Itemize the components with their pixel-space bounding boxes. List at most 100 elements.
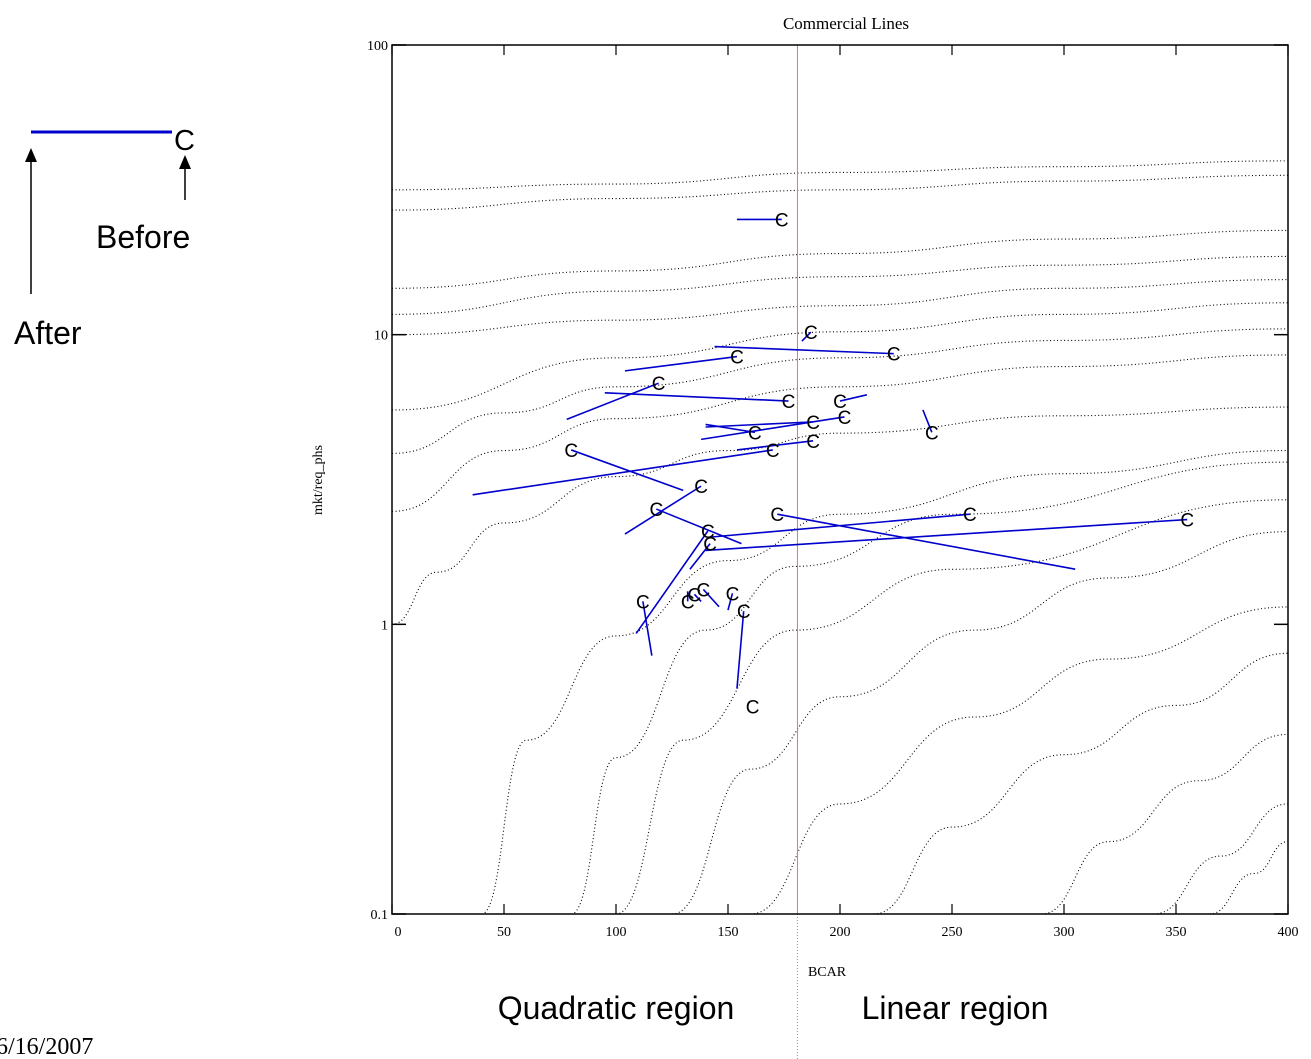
change-segment [710, 513, 970, 538]
x-axis-label: BCAR [808, 965, 847, 980]
x-tick-label: 300 [1054, 925, 1075, 940]
change-segment [566, 382, 659, 421]
reference-curve [391, 229, 1289, 289]
after-label: After [14, 315, 82, 351]
x-tick-label: 150 [718, 925, 739, 940]
before-marker: C [925, 423, 939, 444]
before-marker: C [701, 522, 715, 543]
change-segment [736, 440, 814, 451]
change-segment [705, 423, 756, 434]
change-segment [705, 421, 814, 428]
before-marker: C [746, 698, 760, 719]
before-marker: C [730, 348, 744, 369]
reference-curve [391, 279, 1289, 336]
before-marker: C [649, 500, 663, 521]
reference-curve [615, 499, 1289, 915]
reference-curve [391, 406, 1289, 625]
x-tick-label: 100 [606, 925, 627, 940]
before-marker: C [726, 584, 740, 605]
before-marker: C [887, 345, 901, 366]
before-marker: C [696, 580, 710, 601]
reference-curve [391, 354, 1289, 512]
change-segment [922, 409, 933, 433]
before-label: Before [96, 219, 190, 255]
reference-curve [391, 174, 1289, 211]
change-segment [705, 518, 1188, 552]
x-tick-label: 200 [830, 925, 851, 940]
before-marker: C [652, 374, 666, 395]
before-arrow-head [179, 155, 191, 169]
y-tick-label: 10 [374, 329, 388, 344]
reference-curve [750, 606, 1289, 915]
before-marker: C [737, 602, 751, 623]
before-marker: C [806, 413, 820, 434]
date-stamp: 6/16/2007 [0, 1034, 93, 1059]
reference-curve [571, 461, 1289, 915]
change-segment [714, 345, 894, 355]
change-segment [624, 355, 738, 372]
reference-curve [1209, 841, 1289, 915]
change-segment [727, 593, 734, 611]
plot-frame [391, 44, 1289, 915]
before-marker: C [770, 505, 784, 526]
change-segment [700, 416, 845, 441]
change-segment [693, 593, 702, 602]
before-marker: C [1180, 511, 1194, 532]
before-marker: C [804, 323, 818, 344]
reference-curve [671, 531, 1289, 915]
change-segment [777, 513, 1076, 570]
x-tick-label: 0 [395, 925, 402, 940]
change-segment [689, 543, 711, 570]
before-marker: C [806, 432, 820, 453]
x-tick-label: 250 [942, 925, 963, 940]
y-axis-label: mkt/req_phs [311, 445, 326, 515]
y-tick-label: 0.1 [371, 908, 389, 923]
change-segment [570, 449, 684, 492]
change-segment [624, 485, 702, 535]
before-marker: C [775, 210, 789, 231]
reference-curves [391, 160, 1289, 915]
reference-curve [391, 160, 1289, 191]
before-marker: C [688, 585, 702, 606]
y-tick-labels: 0.1 1 10 100 [367, 39, 388, 923]
axis-ticks [391, 44, 1289, 915]
reference-curve [481, 449, 1289, 915]
x-tick-label: 350 [1166, 925, 1187, 940]
before-marker: C [782, 392, 796, 413]
change-segment [635, 530, 709, 634]
reference-curve [873, 652, 1289, 915]
change-segment [642, 601, 653, 656]
before-marker: C [833, 392, 847, 413]
before-marker: C [681, 592, 695, 613]
quadratic-region-label: Quadratic region [498, 990, 735, 1026]
change-segment [839, 394, 868, 402]
y-tick-label: 1 [381, 618, 388, 633]
change-segment [702, 588, 720, 608]
before-marker: C [748, 423, 762, 444]
y-tick-label: 100 [367, 39, 388, 54]
x-tick-label: 50 [497, 925, 511, 940]
before-marker: C [636, 592, 650, 613]
x-tick-labels: 0 50 100 150 200 250 300 350 400 [395, 925, 1299, 940]
before-marker: C [766, 441, 780, 462]
reference-curve [391, 302, 1289, 411]
before-marker: C [838, 408, 852, 429]
after-arrow-head [25, 148, 37, 162]
reference-curve [391, 328, 1289, 454]
change-segment [736, 611, 745, 689]
legend-marker: C [174, 125, 195, 157]
before-marker: C [703, 535, 717, 556]
change-segment [604, 391, 789, 402]
change-segment [801, 331, 812, 342]
linear-region-label: Linear region [862, 990, 1049, 1026]
chart-title: Commercial Lines [783, 14, 909, 33]
reference-curve [1153, 803, 1289, 915]
change-segment [656, 508, 742, 545]
change-segment [472, 449, 773, 496]
before-marker: C [694, 477, 708, 498]
reference-curve [1041, 733, 1289, 915]
before-marker: C [564, 441, 578, 462]
x-tick-label: 400 [1278, 925, 1299, 940]
